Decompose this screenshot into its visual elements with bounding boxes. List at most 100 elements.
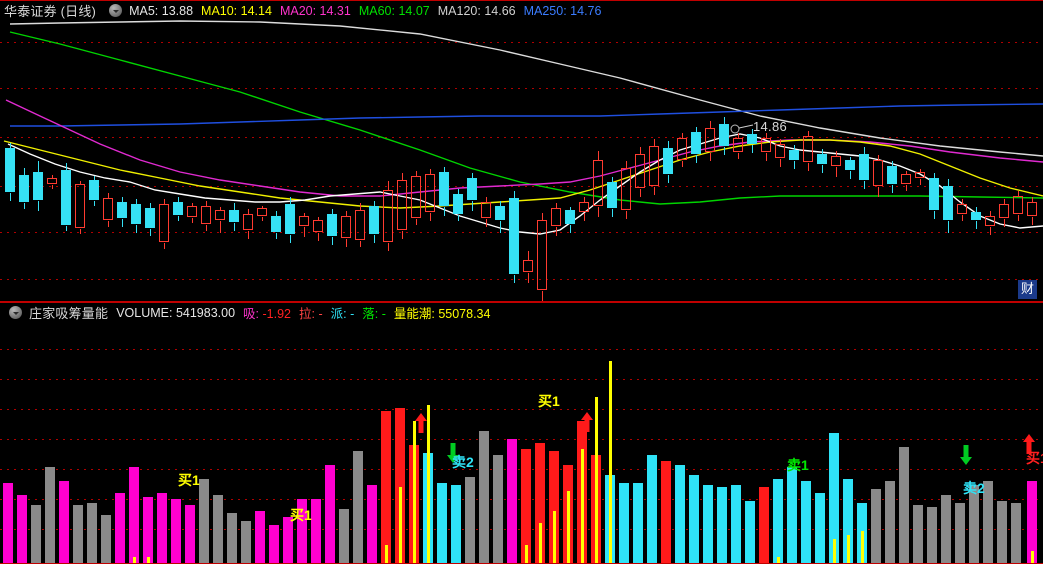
candle-wick bbox=[24, 203, 25, 209]
candlestick bbox=[341, 211, 351, 247]
candle-wick bbox=[906, 185, 907, 191]
candlestick bbox=[411, 171, 421, 225]
energy-tide-bar bbox=[580, 449, 584, 563]
indicator-吸: 吸: -1.92 bbox=[243, 303, 291, 322]
candle-wick bbox=[192, 203, 193, 207]
chevron-down-circle-icon[interactable] bbox=[109, 4, 123, 17]
volume-bar bbox=[31, 505, 41, 563]
candle-wick bbox=[976, 221, 977, 229]
candle-wick bbox=[276, 211, 277, 217]
volume-bar bbox=[227, 513, 237, 563]
volume-bar bbox=[87, 503, 97, 563]
candle-wick bbox=[612, 209, 613, 217]
candle-wick bbox=[948, 179, 949, 187]
candlestick bbox=[453, 189, 463, 221]
volume-bar bbox=[269, 525, 279, 563]
candle-wick bbox=[780, 159, 781, 167]
candle-wick bbox=[374, 201, 375, 207]
volume-bar bbox=[871, 489, 881, 563]
candle-wick bbox=[472, 201, 473, 211]
volume-panel: 庄家吸筹量能 VOLUME: 541983.00 吸: -1.92 拉: - 派: -落… bbox=[0, 302, 1043, 564]
candle-wick bbox=[738, 133, 739, 139]
candlestick bbox=[103, 193, 113, 227]
price-panel-header: 华泰证券 (日线) MA5: 13.88 MA10: 14.14 MA20: 14.3… bbox=[0, 1, 1043, 20]
candle-wick bbox=[500, 221, 501, 233]
candle-wick bbox=[458, 215, 459, 221]
candle-wick bbox=[220, 221, 221, 233]
candle-wick bbox=[458, 189, 459, 195]
candlestick bbox=[131, 199, 141, 233]
candlestick bbox=[201, 201, 211, 231]
chevron-down-circle-icon[interactable] bbox=[9, 306, 22, 319]
volume-bar bbox=[619, 483, 629, 563]
price-high-pointer-icon bbox=[730, 124, 754, 134]
indicator-label: 量能潮: bbox=[393, 307, 435, 321]
candle-wick bbox=[766, 133, 767, 139]
candle-wick bbox=[318, 233, 319, 241]
candle-wick bbox=[794, 145, 795, 151]
candlestick bbox=[327, 209, 337, 245]
indicator-label: 派: bbox=[330, 307, 347, 321]
candlestick bbox=[985, 211, 995, 235]
candle-wick bbox=[612, 177, 613, 183]
candle-wick bbox=[150, 203, 151, 209]
volume-bar bbox=[311, 499, 321, 563]
volume-bar bbox=[115, 493, 125, 563]
energy-tide-bar bbox=[846, 535, 850, 563]
candle-wick bbox=[738, 153, 739, 159]
volume-plot-area[interactable]: 买1 买1 卖2 买1 卖1 卖2 买1 bbox=[0, 324, 1043, 563]
candle-wick bbox=[836, 167, 837, 177]
candle-wick bbox=[206, 225, 207, 231]
indicator-label: 吸: bbox=[243, 307, 260, 321]
candlestick bbox=[117, 197, 127, 227]
indicator-value: - bbox=[378, 307, 386, 321]
candle-wick bbox=[290, 197, 291, 205]
energy-tide-bar bbox=[860, 531, 864, 563]
candlestick bbox=[789, 145, 799, 169]
candlestick bbox=[61, 163, 71, 231]
candle-wick bbox=[570, 225, 571, 233]
candle-wick bbox=[122, 219, 123, 227]
candlestick bbox=[803, 131, 813, 171]
candle-wick bbox=[332, 209, 333, 215]
candle-wick bbox=[822, 165, 823, 173]
candle-wick bbox=[724, 117, 725, 125]
price-gridline bbox=[0, 42, 1043, 43]
candle-wick bbox=[402, 173, 403, 181]
ma-60-line bbox=[9, 31, 1043, 205]
candlestick bbox=[551, 203, 561, 236]
candle-wick bbox=[850, 171, 851, 179]
volume-panel-header: 庄家吸筹量能 VOLUME: 541983.00 吸: -1.92 拉: - 派: -落… bbox=[0, 303, 1043, 322]
candle-wick bbox=[80, 181, 81, 185]
volume-bar bbox=[549, 451, 559, 563]
candle-wick bbox=[808, 163, 809, 171]
candlestick bbox=[621, 161, 631, 219]
candlestick bbox=[285, 197, 295, 243]
candlestick bbox=[313, 217, 323, 241]
energy-tide-bar bbox=[776, 557, 780, 563]
candle-wick bbox=[164, 199, 165, 205]
volume-bar bbox=[129, 467, 139, 563]
candlestick bbox=[243, 209, 253, 239]
price-panel-title: 华泰证券 (日线) bbox=[4, 4, 97, 19]
candle-wick bbox=[990, 227, 991, 235]
signal-sell-2-b: 卖2 bbox=[963, 480, 985, 496]
candle-wick bbox=[248, 231, 249, 239]
candlestick bbox=[635, 147, 645, 197]
candle-wick bbox=[430, 169, 431, 175]
volume-bar bbox=[969, 485, 979, 563]
candlestick bbox=[369, 201, 379, 243]
candle-wick bbox=[52, 175, 53, 179]
candle-wick bbox=[416, 171, 417, 177]
candle-wick bbox=[626, 161, 627, 169]
signal-buy-1-b: 买1 bbox=[290, 507, 312, 523]
candle-wick bbox=[388, 181, 389, 191]
candlestick bbox=[579, 197, 589, 221]
candle-wick bbox=[598, 151, 599, 161]
candle-wick bbox=[472, 173, 473, 179]
candlestick bbox=[173, 197, 183, 221]
price-plot-area[interactable]: 14.86 12.92 bbox=[0, 20, 1043, 301]
candle-wick bbox=[220, 207, 221, 211]
volume-bar bbox=[941, 495, 951, 563]
